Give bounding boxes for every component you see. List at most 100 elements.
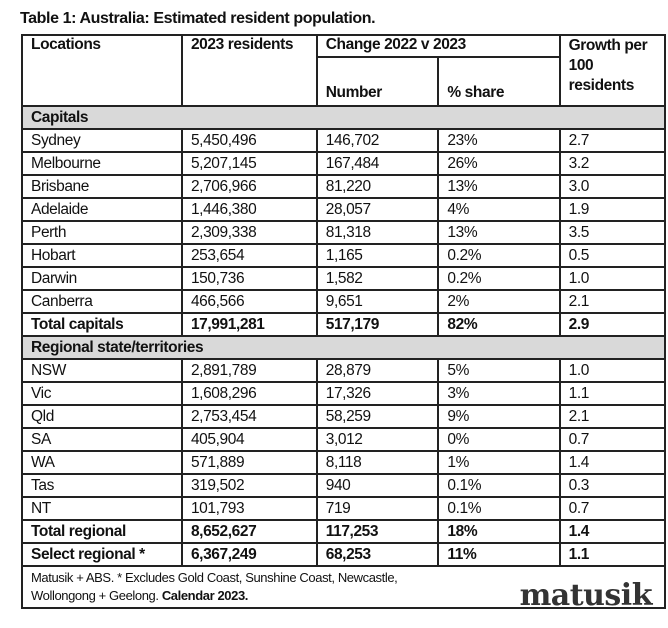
table-row: Darwin 150,736 1,582 0.2% 1.0 [21, 266, 667, 291]
cell-location: Canberra [21, 289, 183, 314]
cell-change-number: 1,582 [315, 266, 440, 291]
cell-change-number: 719 [315, 496, 440, 521]
cell-change-number: 81,220 [315, 174, 440, 199]
table-row: NSW 2,891,789 28,879 5% 1.0 [21, 358, 667, 383]
matusik-logo: matusik [519, 578, 653, 613]
cell-change-share: 11% [437, 542, 561, 567]
header-locations: Locations [21, 34, 183, 107]
cell-change-number: 146,702 [315, 128, 440, 153]
cell-change-share: 13% [437, 220, 561, 245]
cell-change-number: 58,259 [315, 404, 440, 429]
cell-change-number: 28,879 [315, 358, 440, 383]
cell-growth: 0.7 [558, 496, 667, 521]
cell-growth: 1.0 [558, 358, 667, 383]
cell-residents: 101,793 [180, 496, 318, 521]
cell-location: Sydney [21, 128, 183, 153]
cell-residents: 1,446,380 [180, 197, 318, 222]
cell-change-share: 82% [437, 312, 561, 337]
cell-residents: 6,367,249 [180, 542, 318, 567]
table-row: Canberra 466,566 9,651 2% 2.1 [21, 289, 667, 314]
section-header: Regional state/territories [21, 335, 666, 360]
cell-residents: 466,566 [180, 289, 318, 314]
cell-residents: 1,608,296 [180, 381, 318, 406]
cell-location: Perth [21, 220, 183, 245]
cell-change-number: 81,318 [315, 220, 440, 245]
header-change: Change 2022 v 2023 [315, 34, 561, 58]
cell-residents: 2,706,966 [180, 174, 318, 199]
cell-residents: 2,309,338 [180, 220, 318, 245]
header-number: Number [315, 56, 440, 107]
cell-growth: 0.5 [558, 243, 667, 268]
cell-change-share: 1% [437, 450, 561, 475]
cell-growth: 3.0 [558, 174, 667, 199]
table-title: Table 1: Australia: Estimated resident p… [20, 10, 376, 27]
cell-change-share: 0.2% [437, 266, 561, 291]
footnote-text: Matusik + ABS. * Excludes Gold Coast, Su… [31, 570, 398, 603]
cell-change-share: 0.1% [437, 473, 561, 498]
cell-location: Total regional [21, 519, 183, 544]
cell-change-number: 3,012 [315, 427, 440, 452]
cell-change-number: 517,179 [315, 312, 440, 337]
cell-residents: 405,904 [180, 427, 318, 452]
cell-location: Qld [21, 404, 183, 429]
cell-location: Adelaide [21, 197, 183, 222]
cell-location: NT [21, 496, 183, 521]
table-row: Adelaide 1,446,380 28,057 4% 1.9 [21, 197, 667, 222]
cell-residents: 571,889 [180, 450, 318, 475]
table-row: Brisbane 2,706,966 81,220 13% 3.0 [21, 174, 667, 199]
cell-location: Vic [21, 381, 183, 406]
cell-growth: 1.1 [558, 381, 667, 406]
cell-change-number: 68,253 [315, 542, 440, 567]
cell-change-share: 0.1% [437, 496, 561, 521]
section-header: Capitals [21, 105, 666, 130]
table-row: Tas 319,502 940 0.1% 0.3 [21, 473, 667, 498]
header-residents: 2023 residents [180, 34, 318, 107]
cell-residents: 5,207,145 [180, 151, 318, 176]
cell-growth: 2.7 [558, 128, 667, 153]
cell-change-number: 1,165 [315, 243, 440, 268]
cell-residents: 319,502 [180, 473, 318, 498]
header-growth: Growth per 100 residents [558, 34, 667, 107]
cell-residents: 2,753,454 [180, 404, 318, 429]
cell-change-share: 3% [437, 381, 561, 406]
cell-growth: 1.4 [558, 450, 667, 475]
cell-growth: 1.0 [558, 266, 667, 291]
cell-residents: 8,652,627 [180, 519, 318, 544]
cell-location: Brisbane [21, 174, 183, 199]
cell-residents: 150,736 [180, 266, 318, 291]
table-row: Perth 2,309,338 81,318 13% 3.5 [21, 220, 667, 245]
cell-change-number: 17,326 [315, 381, 440, 406]
cell-residents: 5,450,496 [180, 128, 318, 153]
total-row: Total capitals 17,991,281 517,179 82% 2.9 [21, 312, 667, 337]
cell-growth: 1.1 [558, 542, 667, 567]
cell-location: Darwin [21, 266, 183, 291]
cell-change-number: 28,057 [315, 197, 440, 222]
population-table: Locations 2023 residents Change 2022 v 2… [21, 34, 667, 613]
cell-growth: 2.1 [558, 404, 667, 429]
cell-change-number: 167,484 [315, 151, 440, 176]
table-row: NT 101,793 719 0.1% 0.7 [21, 496, 667, 521]
cell-change-share: 9% [437, 404, 561, 429]
cell-change-share: 18% [437, 519, 561, 544]
cell-location: Total capitals [21, 312, 183, 337]
table-row: Hobart 253,654 1,165 0.2% 0.5 [21, 243, 667, 268]
cell-growth: 2.9 [558, 312, 667, 337]
cell-residents: 253,654 [180, 243, 318, 268]
table-row: Melbourne 5,207,145 167,484 26% 3.2 [21, 151, 667, 176]
total-row: Select regional * 6,367,249 68,253 11% 1.1 [21, 542, 667, 567]
cell-location: Hobart [21, 243, 183, 268]
cell-growth: 3.2 [558, 151, 667, 176]
total-row: Total regional 8,652,627 117,253 18% 1.4 [21, 519, 667, 544]
cell-change-number: 117,253 [315, 519, 440, 544]
cell-change-share: 0% [437, 427, 561, 452]
section-label: Regional state/territories [21, 335, 666, 360]
cell-change-share: 5% [437, 358, 561, 383]
cell-change-share: 13% [437, 174, 561, 199]
cell-change-number: 9,651 [315, 289, 440, 314]
cell-growth: 1.9 [558, 197, 667, 222]
cell-change-number: 8,118 [315, 450, 440, 475]
cell-residents: 2,891,789 [180, 358, 318, 383]
cell-change-share: 0.2% [437, 243, 561, 268]
cell-location: Select regional * [21, 542, 183, 567]
cell-growth: 3.5 [558, 220, 667, 245]
